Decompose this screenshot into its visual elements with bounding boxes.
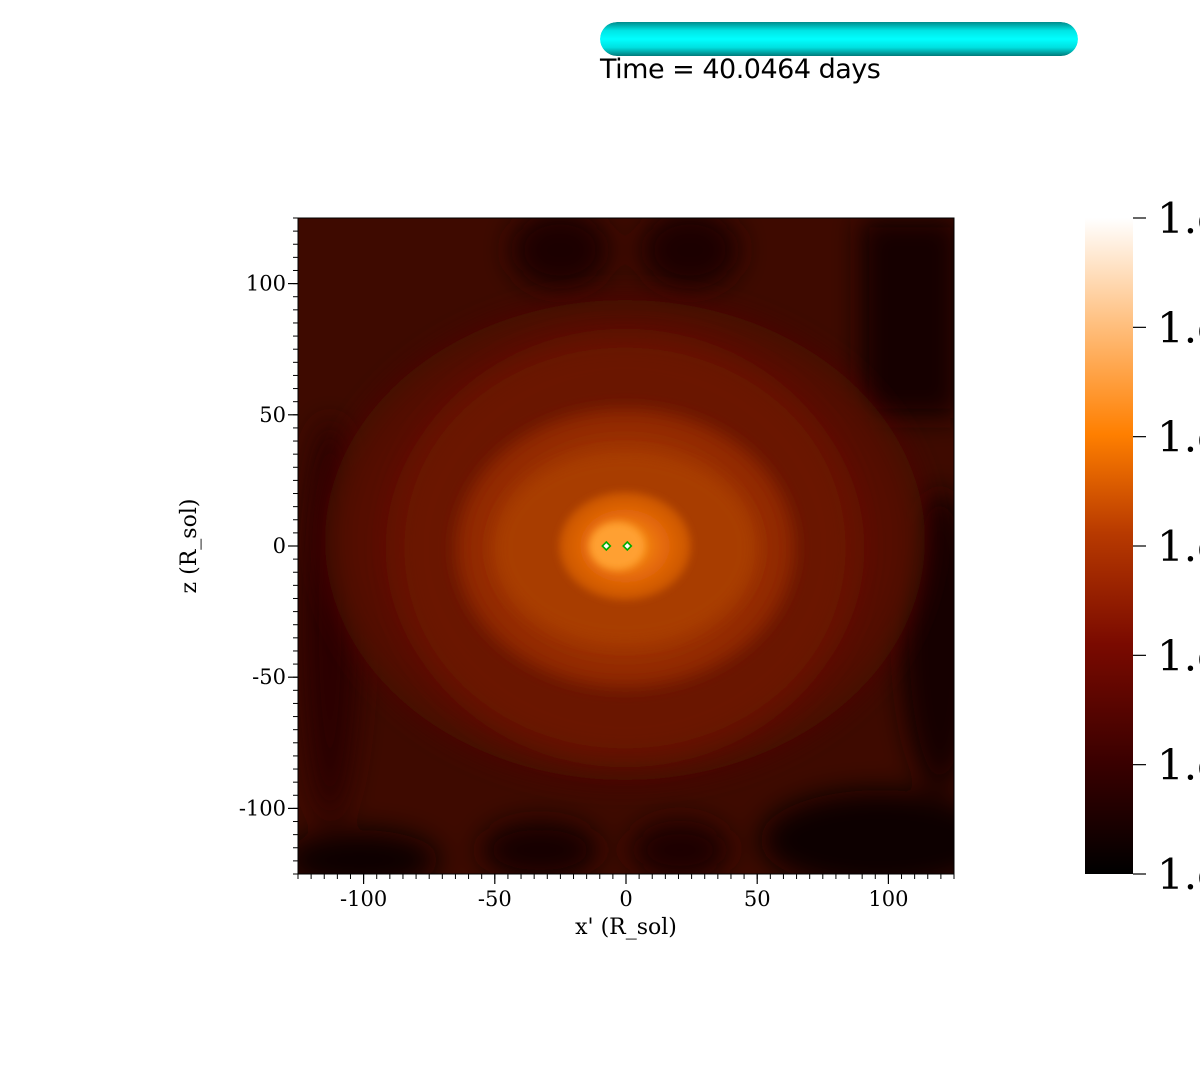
x-tick-label: 50 (744, 887, 771, 911)
time-label: Time = 40.0464 days (600, 54, 881, 85)
y-tick-label: 50 (259, 403, 286, 427)
colorbar-tick-label: 1.e (1157, 850, 1200, 899)
time-progress-bar (600, 22, 1078, 56)
point-marker (601, 540, 612, 552)
colorbar-tick-label: 1.e (1157, 631, 1200, 680)
colorbar-tick-label: 1.e (1157, 741, 1200, 790)
colorbar-tick-label: 1.e (1157, 522, 1200, 571)
heatmap-image (298, 218, 954, 874)
x-axis-title: x' (R_sol) (575, 915, 677, 940)
time-progress-fill (600, 22, 1078, 56)
x-tick-label: -100 (340, 887, 387, 911)
x-tick-label: 100 (868, 887, 908, 911)
point-marker (622, 540, 633, 552)
colorbar-tick-label: 1.e (1157, 413, 1200, 462)
x-tick-label: 0 (619, 887, 632, 911)
y-tick-label: -50 (252, 665, 286, 689)
y-tick-label: -100 (239, 796, 286, 820)
y-tick-label: 0 (273, 534, 286, 558)
colorbar (1085, 218, 1133, 874)
colorbar-tick-label: 1.e (1157, 303, 1200, 352)
colorbar-tick-label: 1.e (1157, 194, 1200, 243)
x-tick-label: -50 (478, 887, 512, 911)
y-tick-label: 100 (246, 272, 286, 296)
y-axis-title: z (R_sol) (177, 499, 202, 594)
